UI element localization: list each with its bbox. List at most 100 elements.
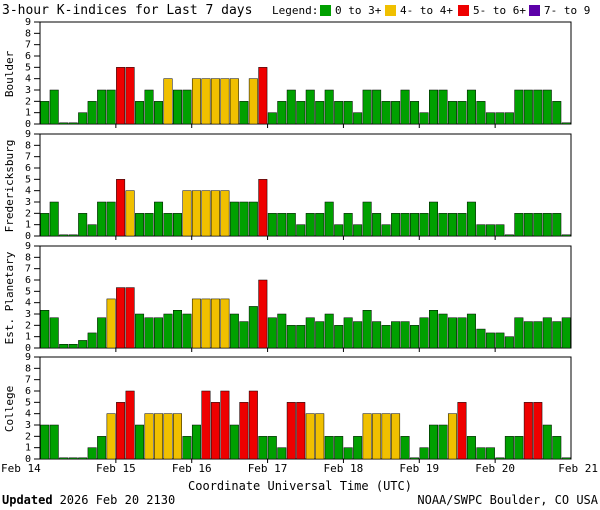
bar-fredericksburg-20	[229, 201, 239, 237]
y-tick-label: 7	[25, 264, 31, 275]
panel-frame-college	[39, 356, 572, 460]
bar-est-planetary-0	[40, 310, 50, 349]
bar-fredericksburg-40	[419, 213, 429, 237]
source-credit: NOAA/SWPC Boulder, CO USA	[417, 493, 598, 507]
bar-fredericksburg-53	[542, 213, 552, 237]
bar-college-5	[87, 447, 97, 460]
y-tick-label: 1	[25, 220, 31, 231]
bar-est-planetary-28	[305, 317, 315, 349]
x-tick-label: Feb 16	[172, 462, 212, 475]
bar-fredericksburg-28	[305, 213, 315, 237]
bar-fredericksburg-19	[220, 190, 230, 237]
bar-est-planetary-24	[267, 317, 277, 349]
bar-college-24	[267, 436, 277, 460]
bar-fredericksburg-50	[514, 213, 524, 237]
bar-college-6	[97, 436, 107, 460]
bar-boulder-21	[239, 101, 249, 125]
bar-boulder-47	[485, 112, 495, 125]
bar-college-18	[210, 402, 220, 460]
bar-college-13	[163, 413, 173, 460]
bar-boulder-10	[135, 101, 145, 125]
y-tick-label: 3	[25, 309, 31, 320]
bar-fredericksburg-10	[135, 213, 145, 237]
bar-boulder-28	[305, 89, 315, 125]
bar-boulder-50	[514, 89, 524, 125]
y-tick-label: 7	[25, 152, 31, 163]
bar-boulder-30	[324, 89, 334, 125]
bar-fredericksburg-26	[286, 213, 296, 237]
bar-boulder-48	[495, 112, 505, 125]
bar-college-27	[296, 402, 306, 460]
bar-est-planetary-49	[504, 336, 514, 349]
bar-boulder-55	[561, 122, 571, 125]
bar-fredericksburg-51	[523, 213, 533, 237]
bar-boulder-38	[400, 89, 410, 125]
panel-label-college: College	[3, 386, 16, 432]
bar-boulder-8	[116, 67, 126, 125]
panel-label-boulder: Boulder	[3, 50, 16, 97]
bar-est-planetary-45	[466, 313, 476, 349]
bar-fredericksburg-2	[59, 234, 69, 237]
bar-fredericksburg-22	[248, 201, 258, 237]
bar-fredericksburg-45	[466, 201, 476, 237]
bar-est-planetary-8	[116, 287, 126, 349]
bar-fredericksburg-18	[210, 190, 220, 237]
bar-boulder-24	[267, 112, 277, 125]
x-tick-label: Feb 21	[558, 462, 598, 475]
bar-fredericksburg-37	[391, 213, 401, 237]
x-tick-label: Feb 17	[248, 462, 288, 475]
bar-boulder-23	[258, 67, 268, 125]
legend-item-purple: 7- to 9	[544, 4, 590, 17]
bar-est-planetary-48	[495, 332, 505, 349]
bar-est-planetary-55	[561, 317, 571, 349]
bar-college-11	[144, 413, 154, 460]
updated-label: Updated	[2, 493, 53, 507]
y-tick-label: 6	[25, 163, 31, 174]
bar-fredericksburg-3	[68, 234, 78, 237]
bar-boulder-16	[191, 78, 201, 125]
y-tick-label: 9	[25, 129, 31, 140]
y-tick-label: 8	[25, 28, 31, 39]
bar-est-planetary-41	[429, 310, 438, 349]
y-tick-label: 2	[25, 320, 31, 331]
bar-college-21	[239, 402, 249, 460]
bar-fredericksburg-24	[267, 213, 277, 237]
bar-fredericksburg-11	[144, 213, 154, 237]
bar-est-planetary-14	[173, 310, 182, 349]
bar-est-planetary-25	[277, 313, 287, 349]
bar-fredericksburg-41	[429, 201, 438, 237]
bar-boulder-9	[125, 67, 135, 125]
bar-boulder-52	[533, 89, 543, 125]
bar-est-planetary-19	[220, 298, 230, 349]
bar-college-47	[485, 447, 495, 460]
bar-fredericksburg-52	[533, 213, 543, 237]
bar-college-19	[220, 390, 230, 460]
bar-college-23	[258, 436, 268, 460]
bar-est-planetary-52	[533, 321, 543, 349]
bar-college-30	[324, 436, 334, 460]
bar-college-41	[429, 424, 438, 460]
bar-boulder-0	[40, 101, 50, 125]
bar-est-planetary-9	[125, 287, 135, 349]
bar-fredericksburg-17	[201, 190, 211, 237]
bar-college-51	[523, 402, 533, 460]
bar-fredericksburg-13	[163, 213, 173, 237]
bar-est-planetary-44	[457, 317, 467, 349]
bar-est-planetary-13	[163, 313, 173, 349]
bar-est-planetary-18	[210, 298, 220, 349]
bar-est-planetary-53	[542, 317, 552, 349]
bar-fredericksburg-54	[552, 213, 562, 237]
bar-est-planetary-21	[239, 321, 249, 349]
bar-fredericksburg-0	[40, 213, 50, 237]
bar-fredericksburg-7	[106, 201, 116, 237]
bar-college-14	[173, 413, 182, 460]
bar-college-8	[116, 402, 126, 460]
bar-college-37	[391, 413, 401, 460]
bar-college-4	[78, 457, 88, 460]
panel-frame-fredericksburg	[39, 133, 572, 237]
bar-boulder-46	[476, 101, 486, 125]
bar-est-planetary-39	[410, 325, 420, 349]
bar-college-39	[410, 457, 420, 460]
y-tick-label: 1	[25, 332, 31, 343]
bar-est-planetary-6	[97, 317, 107, 349]
